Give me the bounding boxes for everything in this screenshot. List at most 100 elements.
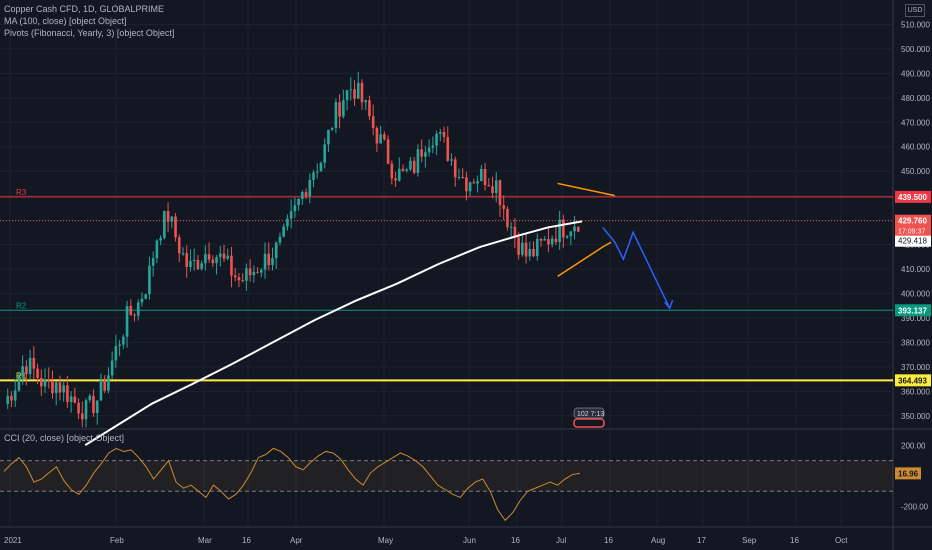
- last-price-tag: [895, 214, 931, 237]
- candle-body: [233, 275, 237, 278]
- candle-body: [99, 379, 103, 401]
- candle-body: [342, 100, 345, 117]
- candle-body: [6, 395, 10, 404]
- candle-body: [453, 159, 457, 178]
- candle-body: [245, 268, 248, 281]
- x-tick-label: Mar: [198, 536, 212, 545]
- candle-body: [204, 254, 207, 264]
- candle-body: [360, 82, 364, 103]
- candle-body: [394, 178, 397, 181]
- candle-body: [528, 248, 532, 257]
- candle-body: [483, 168, 487, 185]
- y-tick-label: 460.000: [901, 143, 930, 152]
- candle-body: [554, 238, 558, 243]
- candle-body: [252, 271, 256, 276]
- candle-body: [550, 238, 554, 245]
- candle-body: [487, 184, 491, 187]
- candle-body: [539, 238, 543, 241]
- candle-body: [107, 375, 110, 391]
- candle-body: [95, 400, 99, 414]
- candle-body: [129, 306, 133, 315]
- candle-body: [412, 160, 416, 173]
- x-tick-label: 16: [790, 536, 799, 545]
- candle-body: [207, 254, 211, 260]
- candle-body: [271, 258, 274, 266]
- candle-body: [349, 89, 353, 91]
- candle-body: [181, 253, 185, 255]
- currency-label[interactable]: USD: [905, 4, 925, 17]
- x-tick-label: 17: [697, 536, 706, 545]
- y-tick-label: 500.000: [901, 45, 930, 54]
- candle-body: [494, 180, 498, 193]
- candle-body: [476, 181, 479, 184]
- candle-body: [47, 379, 51, 381]
- candle-body: [62, 385, 65, 393]
- candle-body: [256, 271, 259, 273]
- candle-body: [330, 127, 334, 130]
- candle-body: [576, 226, 580, 232]
- candle-body: [88, 395, 92, 401]
- candle-body: [498, 180, 502, 206]
- legend-ma: MA (100, close) [object Object]: [4, 16, 127, 26]
- candle-body: [263, 253, 267, 270]
- candle-body: [133, 314, 136, 316]
- candle-body: [491, 186, 494, 193]
- candle-body: [274, 242, 278, 259]
- candle-body: [174, 216, 177, 238]
- x-tick-label: 16: [511, 536, 520, 545]
- candle-body: [218, 253, 222, 257]
- candle-body: [573, 226, 576, 232]
- x-tick-label: May: [378, 536, 393, 545]
- y-tick-label: 480.000: [901, 94, 930, 103]
- x-tick-label: 2021: [4, 536, 22, 545]
- candle-body: [125, 306, 129, 337]
- candle-body: [386, 139, 390, 164]
- pivot-price-text: 364.493: [898, 376, 927, 385]
- candle-body: [446, 137, 450, 161]
- candle-body: [10, 395, 13, 401]
- candle-body: [170, 216, 174, 222]
- candle-body: [278, 236, 282, 243]
- candle-body: [140, 298, 144, 303]
- y-tick-label: 380.000: [901, 338, 930, 347]
- candle-body: [547, 238, 550, 245]
- candle-body: [32, 358, 36, 369]
- candle-body: [375, 127, 379, 144]
- candle-body: [558, 219, 561, 243]
- x-tick-label: 16: [242, 536, 251, 545]
- event-badge: [573, 407, 605, 419]
- candle-body: [58, 382, 62, 393]
- cci-tick-label: 200.00: [901, 441, 926, 450]
- candle-body: [338, 102, 341, 117]
- candle-body: [222, 253, 226, 259]
- candle-body: [435, 133, 438, 146]
- pivot-label: R3: [16, 188, 27, 197]
- candle-body: [73, 396, 77, 403]
- candle-body: [513, 226, 517, 238]
- projection-arrowhead: [664, 299, 674, 310]
- candle-body: [84, 400, 88, 420]
- candle-body: [502, 205, 505, 209]
- candle-body: [427, 147, 431, 153]
- candle-body: [144, 294, 148, 299]
- candle-body: [416, 149, 420, 173]
- candle-body: [177, 237, 181, 254]
- projection-path: [602, 226, 671, 309]
- candle-body: [118, 344, 121, 346]
- candle-body: [92, 395, 95, 414]
- candle-body: [17, 376, 21, 391]
- candle-body: [565, 236, 569, 238]
- candle-body: [297, 198, 300, 206]
- candle-body: [211, 259, 215, 264]
- candle-body: [163, 211, 166, 238]
- candle-body: [293, 205, 297, 212]
- channel-lower-line: [557, 241, 612, 277]
- legend-pivots: Pivots (Fibonacci, Yearly, 3) [object Ob…: [4, 28, 175, 38]
- candle-body: [509, 226, 513, 228]
- x-tick-label: Sep: [742, 536, 757, 545]
- candle-body: [51, 380, 54, 394]
- pivot-price-text: 439.500: [898, 193, 927, 202]
- legend-title: Copper Cash CFD, 1D, GLOBALPRIME: [4, 4, 165, 14]
- candle-body: [196, 259, 200, 270]
